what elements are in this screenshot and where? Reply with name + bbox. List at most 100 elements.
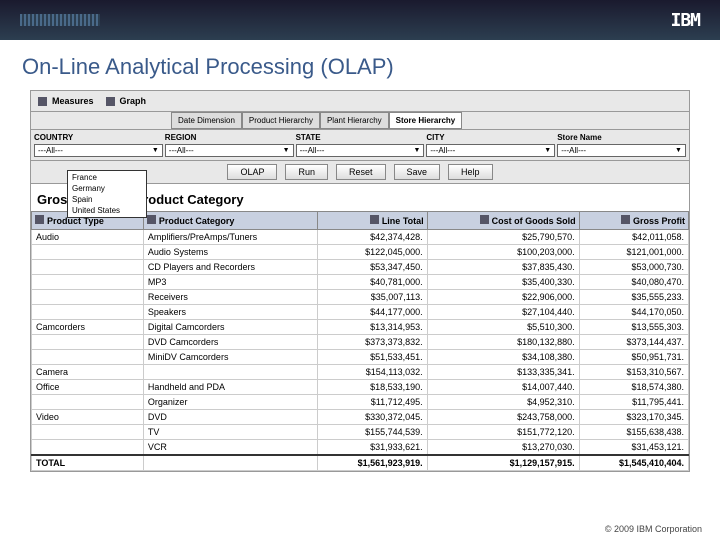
cell-product-category: Digital Camcorders xyxy=(143,320,317,335)
city-value: ---All--- xyxy=(430,146,455,155)
tab-date-dimension[interactable]: Date Dimension xyxy=(171,112,242,129)
cell-line-total: $51,533,451. xyxy=(318,350,427,365)
region-select[interactable]: ---All---▼ xyxy=(165,144,294,157)
col-gross-profit[interactable]: Gross Profit xyxy=(579,212,688,230)
cell-product-category: Speakers xyxy=(143,305,317,320)
country-select[interactable]: ---All---▼ xyxy=(34,144,163,157)
cell-product-type xyxy=(32,335,144,350)
cell-product-type xyxy=(32,245,144,260)
dropdown-option[interactable]: France xyxy=(69,172,145,183)
region-value: ---All--- xyxy=(169,146,194,155)
cell-line-total: $31,933,621. xyxy=(318,440,427,456)
help-button[interactable]: Help xyxy=(448,164,493,180)
cell-gross-profit: $18,574,380. xyxy=(579,380,688,395)
graph-icon xyxy=(106,97,115,106)
save-button[interactable]: Save xyxy=(394,164,441,180)
cell-gross-profit: $323,170,345. xyxy=(579,410,688,425)
cell-product-category: Organizer xyxy=(143,395,317,410)
footer-copyright: © 2009 IBM Corporation xyxy=(605,524,702,534)
cell-line-total: $35,007,113. xyxy=(318,290,427,305)
cell-line-total: $373,373,832. xyxy=(318,335,427,350)
state-select[interactable]: ---All--- ▼ xyxy=(296,144,425,157)
dropdown-option[interactable]: Germany xyxy=(69,183,145,194)
region-label: REGION xyxy=(165,133,294,142)
cell-line-total: $330,372,045. xyxy=(318,410,427,425)
cell-line-total: $53,347,450. xyxy=(318,260,427,275)
table-row: VideoDVD$330,372,045.$243,758,000.$323,1… xyxy=(32,410,689,425)
filter-region: REGION ---All---▼ xyxy=(165,133,294,157)
cell-line-total: $44,177,000. xyxy=(318,305,427,320)
table-row: Organizer$11,712,495.$4,952,310.$11,795,… xyxy=(32,395,689,410)
cell-product-category: Amplifiers/PreAmps/Tuners xyxy=(143,230,317,245)
tab-product-hierarchy[interactable]: Product Hierarchy xyxy=(242,112,320,129)
cell-gross-profit: $31,453,121. xyxy=(579,440,688,456)
total-row: TOTAL$1,561,923,919.$1,129,157,915.$1,54… xyxy=(32,455,689,471)
cell-product-type xyxy=(32,395,144,410)
dropdown-option[interactable]: United States xyxy=(69,205,145,216)
dimension-tabs: Date Dimension Product Hierarchy Plant H… xyxy=(31,112,689,130)
ibm-logo: IBM xyxy=(670,10,700,31)
cell-cogs: $4,952,310. xyxy=(427,395,579,410)
state-value: ---All--- xyxy=(300,146,325,155)
reset-button[interactable]: Reset xyxy=(336,164,386,180)
cell-cogs: $13,270,030. xyxy=(427,440,579,456)
graph-button[interactable]: Graph xyxy=(102,94,151,108)
cell-product-type xyxy=(32,440,144,456)
state-label: STATE xyxy=(296,133,425,142)
olap-button[interactable]: OLAP xyxy=(227,164,277,180)
cell-product-type: Camera xyxy=(32,365,144,380)
country-dropdown[interactable]: France Germany Spain United States xyxy=(67,170,147,218)
table-row: Audio Systems$122,045,000.$100,203,000.$… xyxy=(32,245,689,260)
cell-product-type xyxy=(32,425,144,440)
cell-product-type xyxy=(32,305,144,320)
table-row: CD Players and Recorders$53,347,450.$37,… xyxy=(32,260,689,275)
cell-gross-profit: $53,000,730. xyxy=(579,260,688,275)
cell-product-type xyxy=(32,275,144,290)
col-line-total[interactable]: Line Total xyxy=(318,212,427,230)
table-row: VCR$31,933,621.$13,270,030.$31,453,121. xyxy=(32,440,689,456)
table-row: MP3$40,781,000.$35,400,330.$40,080,470. xyxy=(32,275,689,290)
table-row: Camera$154,113,032.$133,335,341.$153,310… xyxy=(32,365,689,380)
measures-button[interactable]: Measures xyxy=(34,94,98,108)
cell-product-type xyxy=(32,350,144,365)
chevron-down-icon: ▼ xyxy=(152,147,159,154)
cell-product-category: VCR xyxy=(143,440,317,456)
cell-cogs: $34,108,380. xyxy=(427,350,579,365)
cell-product-category: Audio Systems xyxy=(143,245,317,260)
cell-cogs: $14,007,440. xyxy=(427,380,579,395)
cell-cogs: $25,790,570. xyxy=(427,230,579,245)
cell-product-category: Handheld and PDA xyxy=(143,380,317,395)
cell-gross-profit: $11,795,441. xyxy=(579,395,688,410)
measures-icon xyxy=(38,97,47,106)
total-cogs: $1,129,157,915. xyxy=(427,455,579,471)
store-value: ---All--- xyxy=(561,146,586,155)
cell-product-category: MiniDV Camcorders xyxy=(143,350,317,365)
cell-gross-profit: $44,170,050. xyxy=(579,305,688,320)
table-row: OfficeHandheld and PDA$18,533,190.$14,00… xyxy=(32,380,689,395)
dropdown-option[interactable]: Spain xyxy=(69,194,145,205)
column-icon xyxy=(147,215,156,224)
table-row: Speakers$44,177,000.$27,104,440.$44,170,… xyxy=(32,305,689,320)
cell-gross-profit: $42,011,058. xyxy=(579,230,688,245)
tab-plant-hierarchy[interactable]: Plant Hierarchy xyxy=(320,112,389,129)
filter-city: CITY ---All---▼ xyxy=(426,133,555,157)
cell-product-type: Audio xyxy=(32,230,144,245)
store-select[interactable]: ---All---▼ xyxy=(557,144,686,157)
filter-country: COUNTRY ---All---▼ xyxy=(34,133,163,157)
col-cogs[interactable]: Cost of Goods Sold xyxy=(427,212,579,230)
total-label: TOTAL xyxy=(32,455,144,471)
tab-store-hierarchy[interactable]: Store Hierarchy xyxy=(389,112,463,129)
header-accent xyxy=(20,14,100,26)
cell-line-total: $42,374,428. xyxy=(318,230,427,245)
col-product-category[interactable]: Product Category xyxy=(143,212,317,230)
table-row: MiniDV Camcorders$51,533,451.$34,108,380… xyxy=(32,350,689,365)
slide-title: On-Line Analytical Processing (OLAP) xyxy=(0,40,720,90)
chevron-down-icon: ▼ xyxy=(413,147,420,154)
city-select[interactable]: ---All---▼ xyxy=(426,144,555,157)
olap-app: Measures Graph Date Dimension Product Hi… xyxy=(30,90,690,472)
cell-product-category: TV xyxy=(143,425,317,440)
run-button[interactable]: Run xyxy=(285,164,328,180)
cell-gross-profit: $13,555,303. xyxy=(579,320,688,335)
cell-product-type: Camcorders xyxy=(32,320,144,335)
measures-label: Measures xyxy=(52,96,94,106)
